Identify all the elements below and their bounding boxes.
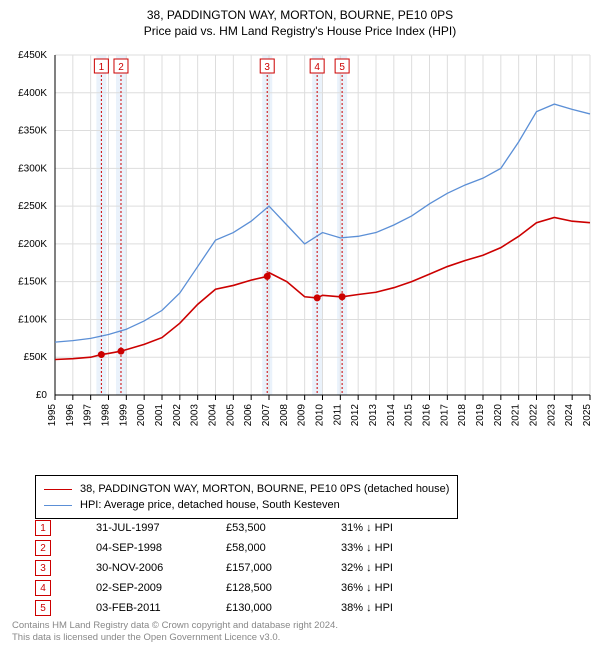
event-date: 31-JUL-1997 [96,522,191,534]
svg-text:2016: 2016 [422,404,433,427]
title-address: 38, PADDINGTON WAY, MORTON, BOURNE, PE10… [0,8,600,22]
svg-text:1996: 1996 [65,404,76,427]
event-price: £130,000 [226,602,306,614]
svg-text:2021: 2021 [511,404,522,427]
event-row: 4 02-SEP-2009 £128,500 36% ↓ HPI [35,578,421,598]
event-delta: 33% ↓ HPI [341,542,421,554]
event-badge: 1 [35,520,51,536]
svg-text:2007: 2007 [261,404,272,427]
title-block: 38, PADDINGTON WAY, MORTON, BOURNE, PE10… [0,0,600,38]
svg-text:£50K: £50K [24,352,48,363]
svg-text:2012: 2012 [350,404,361,427]
svg-text:2023: 2023 [546,404,557,427]
svg-text:£300K: £300K [18,163,47,174]
event-row: 5 03-FEB-2011 £130,000 38% ↓ HPI [35,598,421,618]
svg-text:£150K: £150K [18,277,47,288]
svg-text:1999: 1999 [118,404,129,427]
svg-text:2011: 2011 [332,404,343,426]
events-table: 1 31-JUL-1997 £53,500 31% ↓ HPI 2 04-SEP-1998… [35,518,421,618]
svg-text:2020: 2020 [493,404,504,427]
legend-label: 38, PADDINGTON WAY, MORTON, BOURNE, PE10… [80,481,449,497]
legend: 38, PADDINGTON WAY, MORTON, BOURNE, PE10… [35,475,458,519]
event-badge: 2 [35,540,51,556]
svg-text:2004: 2004 [208,404,219,427]
svg-text:£250K: £250K [18,201,47,212]
legend-swatch [44,505,72,506]
svg-text:2017: 2017 [439,404,450,427]
svg-text:2024: 2024 [564,404,575,427]
svg-text:2025: 2025 [582,404,593,427]
event-row: 2 04-SEP-1998 £58,000 33% ↓ HPI [35,538,421,558]
svg-text:£200K: £200K [18,239,47,250]
svg-text:2013: 2013 [368,404,379,427]
svg-text:4: 4 [314,62,320,73]
svg-text:2005: 2005 [225,404,236,427]
event-row: 3 30-NOV-2006 £157,000 32% ↓ HPI [35,558,421,578]
event-row: 1 31-JUL-1997 £53,500 31% ↓ HPI [35,518,421,538]
event-badge: 5 [35,600,51,616]
svg-text:2002: 2002 [172,404,183,427]
event-delta: 32% ↓ HPI [341,562,421,574]
svg-text:5: 5 [339,62,345,73]
svg-text:1: 1 [99,62,105,73]
svg-text:2003: 2003 [190,404,201,427]
chart-svg: £0 £50K £100K £150K £200K £250K £300K £350K £400… [0,45,600,465]
svg-text:£450K: £450K [18,50,47,61]
svg-text:3: 3 [264,62,270,73]
event-price: £157,000 [226,562,306,574]
event-delta: 31% ↓ HPI [341,522,421,534]
event-date: 03-FEB-2011 [96,602,191,614]
event-date: 30-NOV-2006 [96,562,191,574]
event-price: £53,500 [226,522,306,534]
svg-text:2008: 2008 [279,404,290,427]
footer-line: Contains HM Land Registry data © Crown c… [12,620,338,632]
svg-text:£100K: £100K [18,314,47,325]
svg-text:2014: 2014 [386,404,397,427]
svg-text:2000: 2000 [136,404,147,427]
legend-label: HPI: Average price, detached house, Sout… [80,497,340,513]
footer-line: This data is licensed under the Open Gov… [12,632,338,644]
svg-text:2010: 2010 [315,404,326,427]
svg-text:1997: 1997 [83,404,94,427]
svg-text:£400K: £400K [18,88,47,99]
svg-text:2019: 2019 [475,404,486,427]
event-date: 04-SEP-1998 [96,542,191,554]
svg-text:2: 2 [118,62,124,73]
svg-text:£0: £0 [36,390,48,401]
svg-text:2006: 2006 [243,404,254,427]
svg-text:1995: 1995 [47,404,58,427]
title-subtitle: Price paid vs. HM Land Registry's House … [0,24,600,38]
event-badge: 3 [35,560,51,576]
event-delta: 38% ↓ HPI [341,602,421,614]
legend-item: 38, PADDINGTON WAY, MORTON, BOURNE, PE10… [44,481,449,497]
svg-text:2018: 2018 [457,404,468,427]
legend-item: HPI: Average price, detached house, Sout… [44,497,449,513]
legend-swatch [44,489,72,490]
svg-text:2015: 2015 [404,404,415,427]
svg-text:1998: 1998 [101,404,112,427]
event-price: £128,500 [226,582,306,594]
chart: £0 £50K £100K £150K £200K £250K £300K £350K £400… [0,45,600,465]
chart-container: 38, PADDINGTON WAY, MORTON, BOURNE, PE10… [0,0,600,650]
svg-text:£350K: £350K [18,126,47,137]
event-price: £58,000 [226,542,306,554]
event-badge: 4 [35,580,51,596]
footer: Contains HM Land Registry data © Crown c… [12,620,338,644]
event-delta: 36% ↓ HPI [341,582,421,594]
svg-text:2001: 2001 [154,404,165,427]
svg-text:2022: 2022 [529,404,540,427]
svg-text:2009: 2009 [297,404,308,427]
event-date: 02-SEP-2009 [96,582,191,594]
